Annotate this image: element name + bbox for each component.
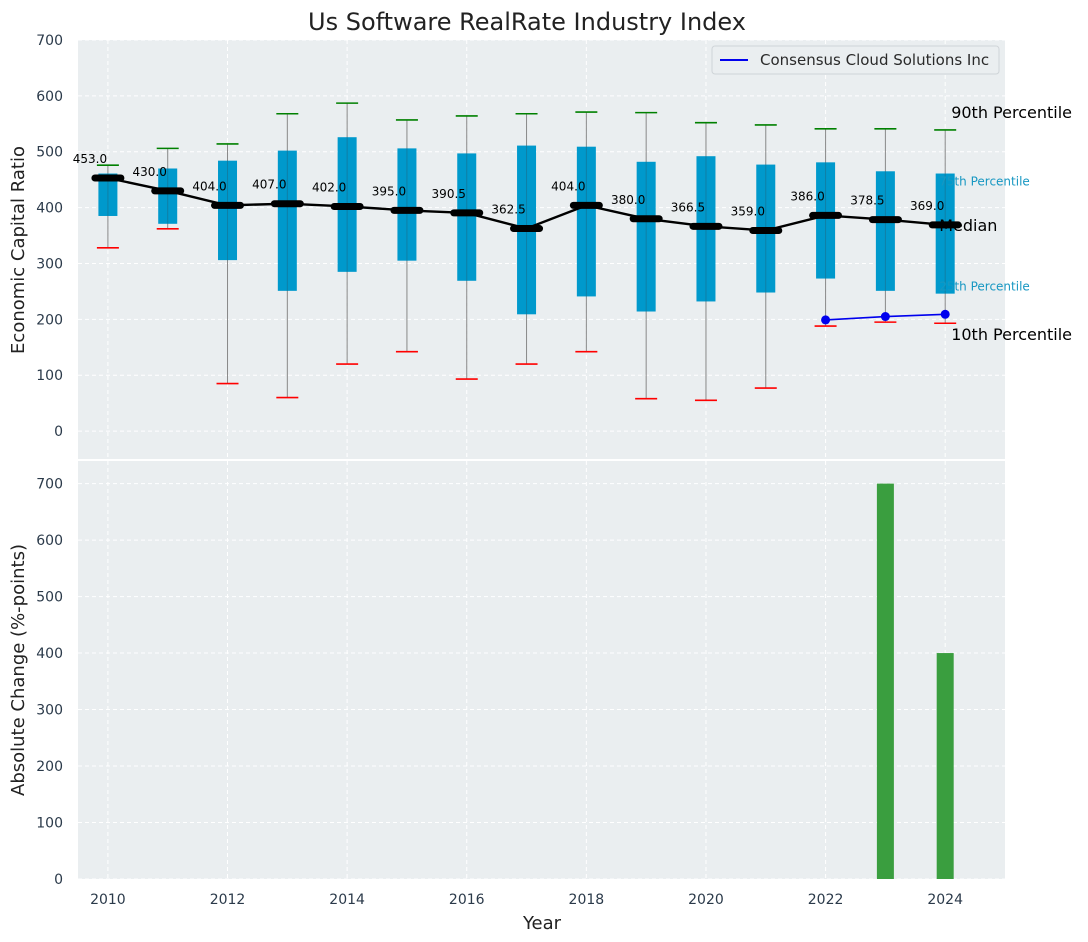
bottom-plot-background (78, 461, 1005, 879)
change-bar (936, 653, 954, 879)
bottom-y-tick-label: 700 (36, 477, 63, 493)
top-y-tick-label: 500 (36, 145, 63, 161)
top-y-axis-label: Economic Capital Ratio (8, 146, 29, 354)
legend: Consensus Cloud Solutions Inc (711, 45, 1000, 75)
median-value-label: 369.0 (910, 199, 944, 213)
bottom-y-tick-label: 400 (36, 646, 63, 662)
median-value-label: 453.0 (73, 152, 107, 166)
median-value-label: 378.5 (850, 194, 884, 208)
company-point (821, 315, 831, 325)
x-tick-label: 2018 (569, 892, 605, 908)
top-plot-background (78, 40, 1005, 459)
bottom-y-tick-label: 600 (36, 533, 63, 549)
median-value-label: 380.0 (611, 193, 645, 207)
median-value-label: 430.0 (133, 165, 167, 179)
median-annotation: Median (939, 216, 997, 235)
top-panel: 0 100 200 300 400 500 600 700 453.0 430.0 404.0 407… (36, 33, 1072, 459)
x-tick-label: 2010 (90, 892, 126, 908)
x-axis-label: Year (522, 913, 562, 934)
median-value-label: 359.0 (731, 205, 765, 219)
top-y-tick-label: 200 (36, 312, 63, 328)
median-value-label: 395.0 (372, 184, 406, 198)
top-y-tick-label: 100 (36, 368, 63, 384)
x-tick-label: 2022 (808, 892, 844, 908)
legend-box (711, 45, 1000, 75)
median-value-label: 404.0 (192, 179, 226, 193)
median-value-label: 402.0 (312, 180, 346, 194)
bottom-y-axis-label: Absolute Change (%-points) (8, 544, 29, 796)
median-value-label: 390.5 (432, 187, 466, 201)
median-value-label: 386.0 (790, 189, 824, 203)
x-tick-label: 2024 (927, 892, 963, 908)
p25-annotation: 25th Percentile (939, 280, 1030, 294)
company-point (880, 312, 890, 322)
bottom-panel: 0 100 200 300 400 500 600 700 2010 2012 2014 2016 20… (36, 461, 1005, 908)
bottom-y-tick-label: 200 (36, 759, 63, 775)
top-y-tick-label: 700 (36, 33, 63, 49)
x-tick-label: 2016 (449, 892, 485, 908)
x-tick-label: 2014 (329, 892, 365, 908)
top-y-tick-label: 300 (36, 256, 63, 272)
p90-annotation: 90th Percentile (951, 103, 1072, 122)
median-value-label: 407.0 (252, 178, 286, 192)
median-value-label: 404.0 (551, 179, 585, 193)
median-value-label: 362.5 (491, 203, 525, 217)
company-point (940, 309, 950, 319)
bottom-y-tick-label: 100 (36, 816, 63, 832)
p10-annotation: 10th Percentile (951, 325, 1072, 344)
p75-annotation: 75th Percentile (939, 175, 1030, 189)
bottom-y-tick-label: 0 (54, 872, 63, 888)
chart-title: Us Software RealRate Industry Index (308, 8, 746, 36)
change-bar (876, 483, 894, 879)
bottom-y-tick-label: 300 (36, 703, 63, 719)
top-y-tick-label: 400 (36, 201, 63, 217)
top-y-tick-label: 0 (54, 424, 63, 440)
x-tick-label: 2020 (688, 892, 724, 908)
top-y-tick-label: 600 (36, 89, 63, 105)
legend-company-label: Consensus Cloud Solutions Inc (760, 51, 989, 69)
bottom-y-tick-label: 500 (36, 590, 63, 606)
median-value-label: 366.5 (671, 200, 705, 214)
x-tick-label: 2012 (210, 892, 246, 908)
